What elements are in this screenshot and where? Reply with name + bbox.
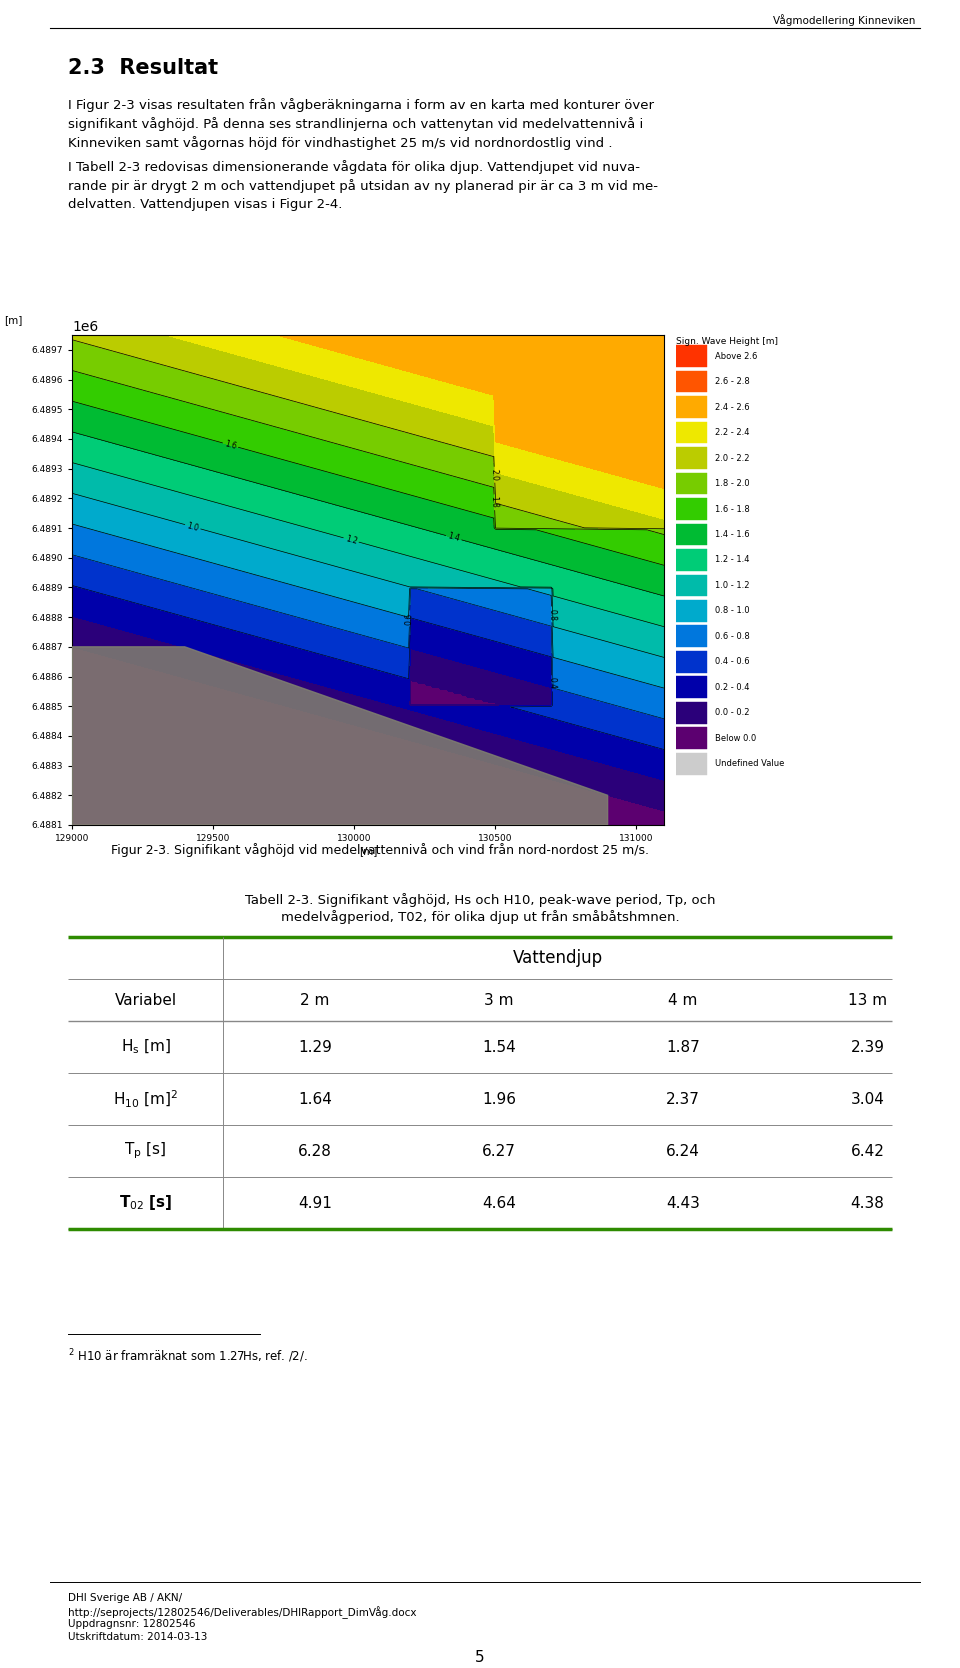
- Text: 4.91: 4.91: [298, 1196, 332, 1211]
- Text: Undefined Value: Undefined Value: [715, 759, 784, 769]
- Text: 1.8 - 2.0: 1.8 - 2.0: [715, 479, 750, 489]
- Text: Uppdragnsnr: 12802546: Uppdragnsnr: 12802546: [68, 1620, 196, 1630]
- Text: 6.42: 6.42: [851, 1144, 884, 1159]
- Text: 2.6 - 2.8: 2.6 - 2.8: [715, 377, 750, 385]
- Text: 1.54: 1.54: [482, 1039, 516, 1054]
- Text: 2.0: 2.0: [490, 469, 499, 480]
- Text: Sign. Wave Height [m]: Sign. Wave Height [m]: [676, 337, 778, 347]
- Bar: [676, 626, 707, 647]
- Text: 0.4 - 0.6: 0.4 - 0.6: [715, 657, 750, 667]
- Text: 0.6: 0.6: [405, 612, 415, 624]
- Polygon shape: [72, 647, 608, 826]
- Text: H$_\mathregular{s}$ [m]: H$_\mathregular{s}$ [m]: [121, 1037, 171, 1056]
- Bar: [676, 752, 707, 774]
- Text: 2 m: 2 m: [300, 992, 329, 1007]
- Bar: [676, 499, 707, 520]
- Text: 1.0 - 1.2: 1.0 - 1.2: [715, 580, 749, 590]
- Bar: [676, 447, 707, 469]
- Text: 6.24: 6.24: [666, 1144, 700, 1159]
- Text: Above 2.6: Above 2.6: [715, 352, 757, 360]
- Text: H$_{10}$ [m]$^2$: H$_{10}$ [m]$^2$: [113, 1089, 178, 1109]
- Bar: [676, 422, 707, 444]
- Text: 2.4 - 2.6: 2.4 - 2.6: [715, 402, 750, 412]
- Text: 0.2 - 0.4: 0.2 - 0.4: [715, 682, 749, 692]
- Text: Utskriftdatum: 2014-03-13: Utskriftdatum: 2014-03-13: [68, 1631, 207, 1641]
- Text: 2.37: 2.37: [666, 1091, 700, 1106]
- Bar: [676, 651, 707, 672]
- Text: T$_\mathregular{p}$ [s]: T$_\mathregular{p}$ [s]: [125, 1141, 167, 1161]
- Bar: [676, 549, 707, 570]
- Text: 4.38: 4.38: [851, 1196, 884, 1211]
- Text: 4.43: 4.43: [666, 1196, 700, 1211]
- Text: 3 m: 3 m: [484, 992, 514, 1007]
- Text: medelvågperiod, T02, för olika djup ut från småbåtshmnen.: medelvågperiod, T02, för olika djup ut f…: [280, 911, 680, 924]
- Text: 1.96: 1.96: [482, 1091, 516, 1106]
- Text: $^2$ H10 är framräknat som 1.27Hs, ref. /2/.: $^2$ H10 är framräknat som 1.27Hs, ref. …: [68, 1348, 308, 1364]
- Text: signifikant våghöjd. På denna ses strandlinjerna och vattenytan vid medelvattenn: signifikant våghöjd. På denna ses strand…: [68, 117, 643, 132]
- Text: Tabell 2-3. Signifikant våghöjd, Hs och H10, peak-wave period, Tp, och: Tabell 2-3. Signifikant våghöjd, Hs och …: [245, 892, 715, 907]
- Text: 0.4: 0.4: [547, 677, 557, 689]
- Text: http://seprojects/12802546/Deliverables/DHIRapport_DimVåg.docx: http://seprojects/12802546/Deliverables/…: [68, 1606, 417, 1620]
- Text: I Figur 2-3 visas resultaten från vågberäkningarna i form av en karta med kontur: I Figur 2-3 visas resultaten från vågber…: [68, 98, 654, 112]
- Text: 2.39: 2.39: [851, 1039, 884, 1054]
- Bar: [676, 370, 707, 392]
- Bar: [676, 727, 707, 749]
- Text: 1.2 - 1.4: 1.2 - 1.4: [715, 555, 749, 564]
- Text: DHI Sverige AB / AKN/: DHI Sverige AB / AKN/: [68, 1593, 182, 1603]
- Text: 2.0 - 2.2: 2.0 - 2.2: [715, 454, 749, 462]
- Bar: [676, 702, 707, 724]
- Text: 0.8: 0.8: [547, 609, 557, 620]
- Text: 2.2 - 2.4: 2.2 - 2.4: [715, 429, 749, 437]
- Text: 2.3  Resultat: 2.3 Resultat: [68, 58, 218, 78]
- Text: 0.8 - 1.0: 0.8 - 1.0: [715, 607, 750, 615]
- Text: 1.8: 1.8: [490, 495, 499, 509]
- Text: 5: 5: [475, 1650, 485, 1665]
- Text: Kinneviken samt vågornas höjd för vindhastighet 25 m/s vid nordnordostlig vind .: Kinneviken samt vågornas höjd för vindha…: [68, 137, 612, 150]
- Text: 1.87: 1.87: [666, 1039, 700, 1054]
- Text: Vattendjup: Vattendjup: [513, 949, 603, 967]
- Text: 3.04: 3.04: [851, 1091, 884, 1106]
- Text: rande pir är drygt 2 m och vattendjupet på utsidan av ny planerad pir är ca 3 m : rande pir är drygt 2 m och vattendjupet …: [68, 178, 658, 193]
- Text: 1.6 - 1.8: 1.6 - 1.8: [715, 504, 750, 514]
- Bar: [676, 397, 707, 417]
- Text: 4 m: 4 m: [668, 992, 698, 1007]
- Text: delvatten. Vattendjupen visas i Figur 2-4.: delvatten. Vattendjupen visas i Figur 2-…: [68, 198, 343, 210]
- Text: Vågmodellering Kinneviken: Vågmodellering Kinneviken: [773, 13, 915, 27]
- X-axis label: [m]: [m]: [359, 846, 377, 856]
- Text: I Tabell 2-3 redovisas dimensionerande vågdata för olika djup. Vattendjupet vid : I Tabell 2-3 redovisas dimensionerande v…: [68, 160, 640, 173]
- Text: 0.6 - 0.8: 0.6 - 0.8: [715, 632, 750, 641]
- Bar: [676, 345, 707, 367]
- Text: 1.29: 1.29: [298, 1039, 332, 1054]
- Text: Variabel: Variabel: [114, 992, 177, 1007]
- Text: 0.0 - 0.2: 0.0 - 0.2: [715, 709, 749, 717]
- Text: Figur 2-3. Signifikant våghöjd vid medelvattennivå och vind från nord-nordost 25: Figur 2-3. Signifikant våghöjd vid medel…: [111, 842, 649, 857]
- Text: Below 0.0: Below 0.0: [715, 734, 756, 742]
- Text: 6.27: 6.27: [482, 1144, 516, 1159]
- Text: [m]: [m]: [4, 315, 22, 325]
- Text: 1.4 - 1.6: 1.4 - 1.6: [715, 530, 750, 539]
- Text: 1.2: 1.2: [345, 534, 358, 545]
- Bar: [676, 472, 707, 494]
- Bar: [676, 524, 707, 545]
- Bar: [676, 600, 707, 622]
- Text: 1.64: 1.64: [298, 1091, 332, 1106]
- Text: 1.4: 1.4: [446, 532, 461, 544]
- Text: 4.64: 4.64: [482, 1196, 516, 1211]
- Bar: [676, 574, 707, 595]
- Text: 1.6: 1.6: [224, 439, 237, 450]
- Bar: [676, 677, 707, 699]
- Text: 1.0: 1.0: [186, 520, 200, 532]
- Text: 13 m: 13 m: [848, 992, 887, 1007]
- Text: T$_{02}$ [s]: T$_{02}$ [s]: [119, 1194, 172, 1213]
- Text: 6.28: 6.28: [298, 1144, 332, 1159]
